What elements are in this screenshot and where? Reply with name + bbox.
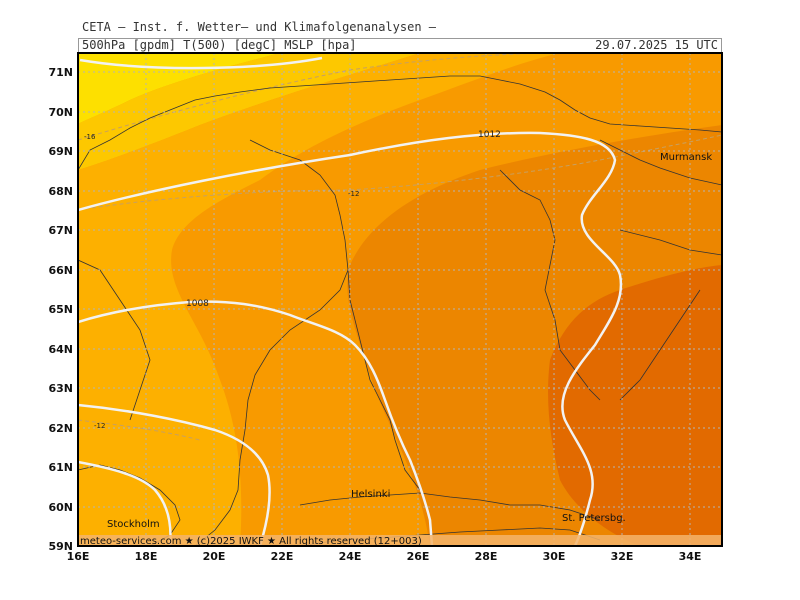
lon-label: 26E: [407, 550, 430, 563]
lat-label: 59N: [48, 540, 73, 553]
finland-russia-border: [499, 169, 601, 401]
kola-coast: [599, 139, 722, 186]
city-helsinki: Helsinki: [351, 489, 390, 500]
lat-label: 63N: [48, 382, 73, 395]
isobar-1004: [78, 460, 172, 546]
copyright-footer: meteo-services.com ★ (c)2025 IWKF ★ All …: [80, 536, 422, 547]
lat-label: 68N: [48, 185, 73, 198]
isotherm-label-minus16: -16: [84, 133, 96, 141]
lat-label: 64N: [48, 343, 73, 356]
lon-label: 16E: [67, 550, 90, 563]
lon-label: 30E: [543, 550, 566, 563]
map-frame: [77, 52, 723, 547]
isotherm-label-minus12-south: -12: [94, 422, 105, 430]
lon-label: 20E: [203, 550, 226, 563]
lat-label: 65N: [48, 303, 73, 316]
lon-label: 32E: [611, 550, 634, 563]
city-st-petersburg: St. Petersbg.: [562, 513, 626, 524]
isotherm-label-minus12: -12: [348, 190, 359, 198]
band-2: [78, 53, 420, 170]
white-sea-coast: [619, 229, 722, 401]
lon-label: 34E: [679, 550, 702, 563]
lat-label: 60N: [48, 501, 73, 514]
lat-label: 67N: [48, 224, 73, 237]
band-coldest: [78, 53, 280, 124]
graticule: [78, 53, 722, 546]
lon-label: 18E: [135, 550, 158, 563]
lat-label: 61N: [48, 461, 73, 474]
lat-label: 62N: [48, 422, 73, 435]
lat-label: 70N: [48, 106, 73, 119]
isobar-1012-east: [79, 56, 323, 70]
isobar-label-1008: 1008: [186, 299, 209, 309]
lon-label: 24E: [339, 550, 362, 563]
footer-strip: [78, 535, 722, 546]
isobar-labels: 1012 1008: [186, 130, 501, 309]
temperature-bands: [78, 53, 722, 546]
isobar-1008: [78, 300, 434, 546]
isobar-1012: [78, 131, 623, 546]
latitude-axis: 71N 70N 69N 68N 67N 66N 65N 64N 63N 62N …: [48, 66, 73, 553]
lat-label: 66N: [48, 264, 73, 277]
city-murmansk: Murmansk: [660, 152, 712, 163]
isobar-1008-south: [78, 403, 271, 546]
band-3: [78, 53, 560, 546]
parameter-label: 500hPa [gpdm] T(500) [degC] MSLP [hpa]: [82, 38, 357, 52]
lon-label: 28E: [475, 550, 498, 563]
gulf-of-bothnia-coast: [194, 269, 421, 546]
isobars: [78, 56, 623, 546]
valid-time-label: 29.07.2025 15 UTC: [595, 38, 718, 52]
norway-coast: [78, 75, 722, 171]
lat-label: 71N: [48, 66, 73, 79]
sweden-finland-border: [249, 139, 356, 321]
lat-label: 69N: [48, 145, 73, 158]
city-labels: Murmansk Helsinki St. Petersbg. Stockhol…: [107, 152, 712, 530]
isotherm-minus12: [78, 134, 722, 211]
chart-title: CETA — Inst. f. Wetter— und Klimafolgena…: [82, 20, 437, 34]
swedish-coast: [78, 464, 181, 546]
isobar-label-1012: 1012: [478, 130, 501, 140]
lon-label: 22E: [271, 550, 294, 563]
isotherm-labels: -16 -12 -12: [84, 133, 359, 430]
longitude-axis: 16E 18E 20E 22E 24E 26E 28E 30E 32E 34E: [67, 550, 702, 563]
city-stockholm: Stockholm: [107, 519, 160, 530]
